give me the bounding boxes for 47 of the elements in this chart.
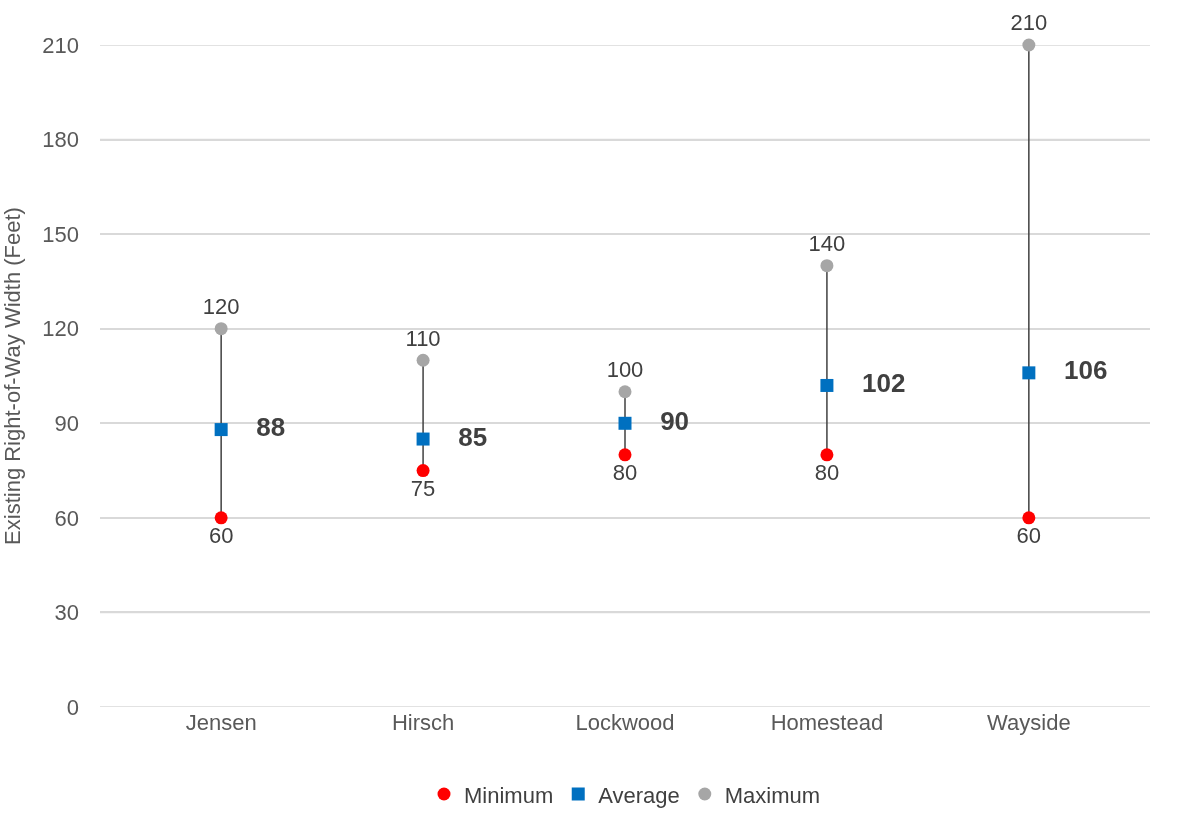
point <box>1022 511 1036 525</box>
point <box>1022 38 1036 52</box>
y-tick-label: 180 <box>42 127 79 153</box>
point <box>820 259 834 273</box>
y-tick-label: 210 <box>42 32 79 58</box>
data-label: 75 <box>410 476 436 502</box>
point <box>416 464 430 478</box>
x-tick-label: Lockwood <box>575 710 675 735</box>
point <box>618 416 632 430</box>
y-tick-label: 0 <box>66 694 79 720</box>
data-label: 85 <box>458 421 488 452</box>
legend-label: Maximum <box>724 782 821 808</box>
point <box>416 353 430 367</box>
data-label: 90 <box>660 405 690 436</box>
y-axis-title: Existing Right-of-Way Width (Feet) <box>0 207 26 545</box>
point <box>214 322 228 336</box>
data-label: 102 <box>862 367 906 398</box>
x-tick-label: Hirsch <box>391 710 455 735</box>
y-tick-label: 90 <box>54 410 79 436</box>
data-label: 100 <box>606 357 644 383</box>
data-label: 210 <box>1010 10 1048 36</box>
data-label: 120 <box>202 294 240 320</box>
point <box>1022 366 1036 380</box>
data-label: 80 <box>814 460 840 486</box>
data-label: 88 <box>256 412 286 443</box>
point <box>214 511 228 525</box>
y-tick-label: 150 <box>42 221 79 247</box>
legend-label: Average <box>598 782 680 808</box>
point <box>820 378 834 392</box>
point <box>618 448 632 462</box>
point <box>618 385 632 399</box>
data-label: 60 <box>208 523 234 549</box>
point <box>416 432 430 446</box>
data-label: 110 <box>405 325 441 351</box>
y-tick-label: 60 <box>54 505 79 531</box>
data-label: 106 <box>1063 355 1108 386</box>
point <box>820 448 834 462</box>
y-tick-label: 120 <box>42 316 79 342</box>
data-label: 140 <box>808 231 846 257</box>
data-label: 60 <box>1016 523 1042 549</box>
x-tick-label: Jensen <box>185 710 257 735</box>
x-tick-label: Homestead <box>770 710 884 735</box>
legend-label: Minimum <box>464 782 554 808</box>
y-tick-label: 30 <box>54 600 79 626</box>
data-label: 80 <box>612 460 638 486</box>
point <box>214 423 228 437</box>
x-tick-label: Wayside <box>987 710 1071 735</box>
